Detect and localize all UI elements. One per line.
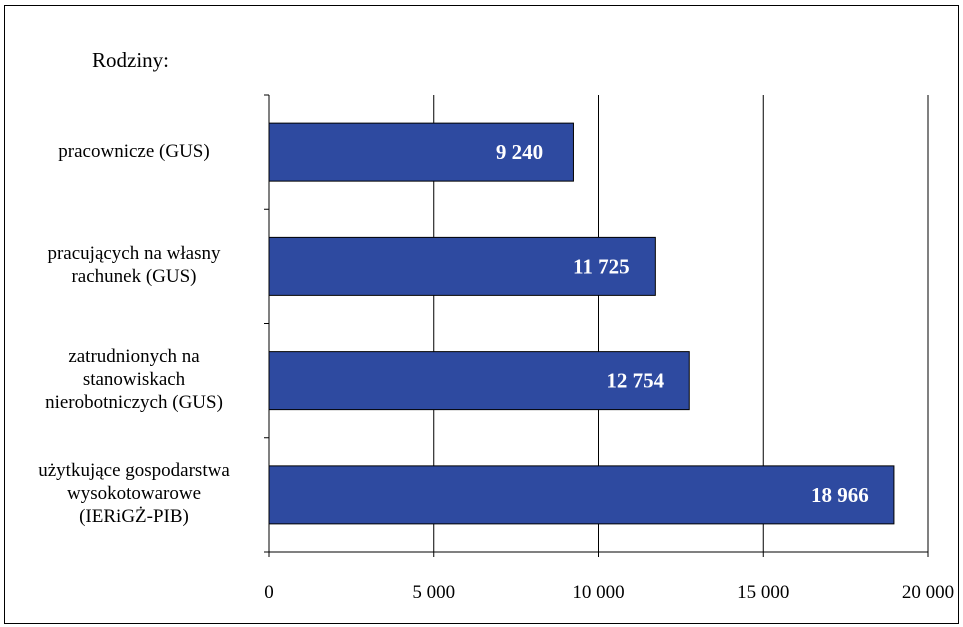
bar-1: [268, 236, 656, 296]
bar-3: [268, 465, 895, 525]
category-label-0: pracownicze (GUS): [58, 140, 210, 162]
category-label-1: pracujących na własny rachunek (GUS): [47, 243, 221, 288]
x-tick-label-15000: 15 000: [737, 582, 789, 603]
x-tick-label-5000: 5 000: [412, 582, 455, 603]
x-tick-label-10000: 10 000: [572, 582, 624, 603]
bar-value-label-0: 9 240: [496, 140, 543, 164]
x-tick-label-20000: 20 000: [902, 582, 954, 603]
category-label-3: użytkujące gospodarstwa wysokotowarowe (IE…: [38, 460, 230, 528]
bar-2: [268, 351, 690, 411]
bar-value-label-2: 12 754: [606, 369, 664, 393]
x-tick-label-0: 0: [264, 582, 274, 603]
category-label-2: zatrudnionych na stanowiskach nierobotnicz…: [45, 346, 223, 414]
chart-legend-title: Rodziny:: [92, 48, 169, 72]
bar-value-label-3: 18 966: [811, 483, 869, 507]
bar-0: [268, 122, 574, 182]
bar-value-label-1: 11 725: [573, 254, 630, 278]
